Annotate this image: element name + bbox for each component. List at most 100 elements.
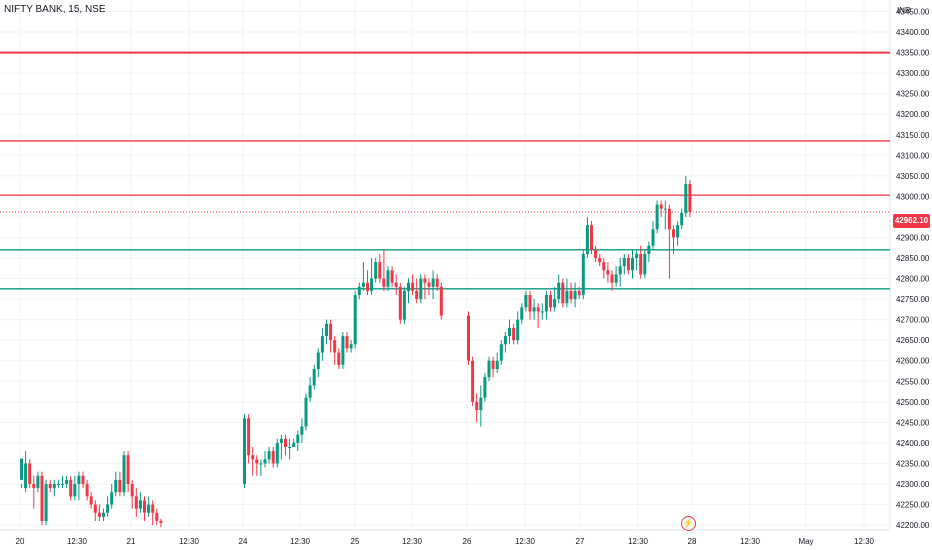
candle [553,286,557,312]
candle-body [20,458,23,480]
candle [561,278,565,308]
candle-body [659,204,663,209]
candle-body [516,319,520,341]
candle [77,471,81,501]
price-tick-label: 42450.00 [896,418,930,427]
time-tick-label: 12:30 [67,537,88,546]
candle [349,340,353,353]
candle [122,451,126,497]
candle [386,266,390,291]
symbol-title: NIFTY BANK, 15, NSE [4,4,106,15]
candle [540,303,544,320]
candle [374,258,378,283]
candle [581,249,585,300]
candle [688,179,692,217]
candle-body [598,258,602,263]
candle-body [28,463,32,484]
candle-body [267,451,271,460]
candle-body [304,397,308,427]
candle-body [390,270,394,283]
candle-body [85,483,89,497]
candle-body [411,282,415,291]
price-tick-label: 42700.00 [896,316,930,325]
price-tick-label: 42900.00 [896,233,930,242]
candle-body [435,278,439,287]
candle [435,274,439,291]
candle [573,282,577,308]
candle-body [374,262,378,279]
candle-body [565,290,569,304]
candle-body [312,368,316,386]
candle [549,290,552,312]
candle-body [487,360,491,378]
last-price-label: 42962.10 [893,214,930,228]
candle-body [467,315,470,361]
candle [508,319,511,345]
candle [304,393,308,431]
candle-body [36,475,40,489]
candle [655,200,659,234]
time-axis[interactable]: 20 12:30 21 12:30 24 12:30 25 12:30 26 12:30 27 12:… [16,537,875,546]
candle [357,282,361,300]
candle-body [102,512,105,517]
price-tick-label: 43300.00 [896,69,930,78]
candle-body [631,258,634,271]
candle [419,274,423,304]
candle [516,311,520,345]
candle-body [483,377,487,398]
candle-body [540,311,544,313]
price-axis[interactable]: 43450.00 43400.00 43350.00 43300.00 43250.00… [896,8,930,531]
candle-body [688,184,692,212]
candle-body [296,434,300,443]
candle-body [431,278,435,287]
candle-body [134,496,138,509]
time-tick-label: 28 [688,537,697,546]
candle [483,373,487,402]
candle [102,508,105,521]
candle [243,414,246,489]
candle [631,249,634,279]
candle [341,331,345,369]
currency-label: INR [897,6,911,15]
candle-body [647,245,651,254]
candle [598,253,602,267]
candle-body [643,253,647,275]
candle [271,447,275,468]
candle-body [271,451,275,464]
candle [614,266,618,287]
candle-body [557,282,561,300]
candle-body [81,475,85,484]
candle [28,459,32,489]
price-tick-label: 43100.00 [896,151,930,160]
candle-body [40,475,44,521]
candle [275,438,279,468]
candle [536,303,540,328]
candle-body [475,401,479,411]
candle-body [569,290,573,300]
candle-body [337,352,341,365]
candle [147,496,151,517]
candle-body [402,290,406,320]
candle [569,282,573,304]
flash-icon[interactable]: ⚡ [681,516,696,531]
candle [528,290,532,320]
time-tick-label: 26 [463,537,472,546]
candle [279,434,283,460]
price-tick-label: 42500.00 [896,398,930,407]
candle-body [561,282,565,304]
candle [415,278,419,304]
candle [532,299,536,320]
candle [651,221,655,250]
candle [382,249,386,291]
candle-body [263,459,267,464]
time-tick-label: May [798,537,813,546]
candle-body [159,520,163,524]
candle [56,479,60,489]
time-tick-label: 12:30 [740,537,761,546]
candle [255,455,259,476]
candle [667,204,671,279]
candle [155,508,159,526]
candle [594,245,598,263]
candle-body [138,500,142,509]
